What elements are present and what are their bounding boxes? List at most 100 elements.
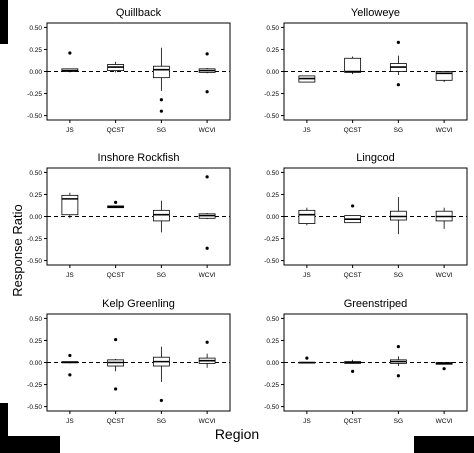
outlier-point [68, 353, 72, 358]
y-tick-label: 0.00 [29, 214, 42, 221]
y-tick-label: 0.00 [266, 360, 279, 367]
box-qcst [107, 337, 125, 391]
outlier-point [205, 52, 209, 56]
outlier-point [114, 337, 118, 342]
chart-panel: Kelp Greenling 0.50 0.25 0.00 -0.25 -0.50 JS QC… [27, 298, 231, 425]
iqr-box [389, 210, 407, 221]
box-wcvi [435, 71, 453, 83]
y-tick-label: 0.50 [266, 25, 279, 32]
box-qcst [107, 200, 125, 209]
box-js [298, 207, 316, 226]
x-tick-label: WCVI [199, 272, 216, 279]
x-tick-label: SG [157, 272, 166, 279]
x-tick-label: QCST [344, 127, 362, 134]
y-tick-label: -0.25 [264, 91, 279, 98]
outlier-point [396, 83, 400, 87]
panel-title: Lingcod [356, 152, 395, 164]
y-tick-label: 0.00 [29, 360, 42, 367]
chart-panel: Quillback 0.50 0.25 0.00 -0.25 -0.50 JS QCST SG W… [27, 7, 231, 134]
x-tick-label: SG [394, 418, 403, 425]
y-tick-label: 0.50 [29, 170, 42, 177]
box-wcvi [435, 362, 453, 371]
y-tick-label: 0.00 [266, 69, 279, 76]
x-tick-label: WCVI [436, 127, 453, 134]
corner-bar-bottom-left [0, 403, 8, 453]
y-tick-label: -0.50 [264, 404, 279, 411]
box-sg [389, 197, 407, 235]
outlier-point [442, 367, 446, 371]
x-tick-label: JS [303, 127, 311, 134]
box-sg [152, 200, 170, 233]
y-tick-label: 0.50 [29, 25, 42, 32]
box-js [298, 356, 316, 364]
y-tick-label: -0.25 [27, 382, 42, 389]
x-tick-label: QCST [344, 272, 362, 279]
y-tick-label: -0.50 [27, 404, 42, 411]
box-qcst [344, 204, 362, 224]
y-tick-label: 0.00 [266, 214, 279, 221]
x-tick-label: QCST [107, 272, 125, 279]
panel-title: Greenstriped [344, 298, 408, 310]
x-tick-label: JS [66, 127, 74, 134]
panel-title: Yelloweye [351, 7, 400, 19]
chart-panel: Greenstriped 0.50 0.25 0.00 -0.25 -0.50 JS QCST… [264, 298, 468, 425]
y-tick-label: 0.25 [266, 47, 279, 54]
iqr-box [152, 65, 170, 79]
y-tick-label: 0.25 [29, 338, 42, 345]
y-tick-label: -0.50 [264, 258, 279, 265]
outlier-point [351, 369, 355, 373]
x-tick-label: SG [157, 127, 166, 134]
box-js [61, 353, 79, 377]
x-tick-label: SG [394, 272, 403, 279]
iqr-box [435, 71, 453, 81]
y-tick-label: -0.25 [264, 382, 279, 389]
iqr-box [61, 194, 79, 216]
y-tick-label: 0.25 [266, 338, 279, 345]
x-tick-label: JS [303, 418, 311, 425]
y-tick-label: -0.50 [27, 258, 42, 265]
box-sg [389, 345, 407, 378]
outlier-point [396, 345, 400, 349]
x-tick-label: JS [66, 272, 74, 279]
x-tick-label: QCST [107, 127, 125, 134]
chart-panel: Lingcod 0.50 0.25 0.00 -0.25 -0.50 JS QCST SG WCV… [264, 152, 468, 279]
outlier-point [396, 374, 400, 378]
y-tick-label: 0.25 [266, 192, 279, 199]
outlier-point [159, 109, 163, 113]
box-sg [152, 47, 170, 113]
iqr-box [344, 57, 362, 73]
outlier-point [114, 387, 118, 391]
x-tick-label: WCVI [199, 127, 216, 134]
outlier-point [351, 204, 355, 208]
box-qcst [344, 56, 362, 75]
y-tick-label: 0.25 [29, 192, 42, 199]
outlier-point [205, 90, 209, 94]
y-tick-label: -0.25 [27, 91, 42, 98]
outlier-point [159, 398, 163, 403]
x-tick-label: WCVI [199, 418, 216, 425]
box-sg [152, 346, 170, 403]
outlier-point [205, 340, 209, 344]
chart-panel: Inshore Rockfish 0.50 0.25 0.00 -0.25 -0.50 JS… [27, 152, 231, 279]
x-tick-label: SG [394, 127, 403, 134]
y-tick-label: 0.50 [29, 316, 42, 323]
y-tick-label: 0.50 [266, 170, 279, 177]
box-wcvi [198, 52, 216, 94]
y-tick-label: -0.50 [27, 113, 42, 120]
outlier-point [68, 51, 72, 55]
x-tick-label: JS [66, 418, 74, 425]
outlier-point [114, 200, 118, 204]
y-tick-label: -0.50 [264, 113, 279, 120]
y-tick-label: 0.25 [29, 47, 42, 54]
box-qcst [344, 359, 362, 373]
box-wcvi [198, 175, 216, 250]
box-wcvi [435, 207, 453, 229]
panel-title: Quillback [116, 7, 162, 19]
outlier-point [159, 98, 163, 102]
box-wcvi [198, 340, 216, 368]
outlier-point [205, 175, 209, 179]
x-tick-label: QCST [107, 418, 125, 425]
footer-bar-right [414, 436, 474, 453]
